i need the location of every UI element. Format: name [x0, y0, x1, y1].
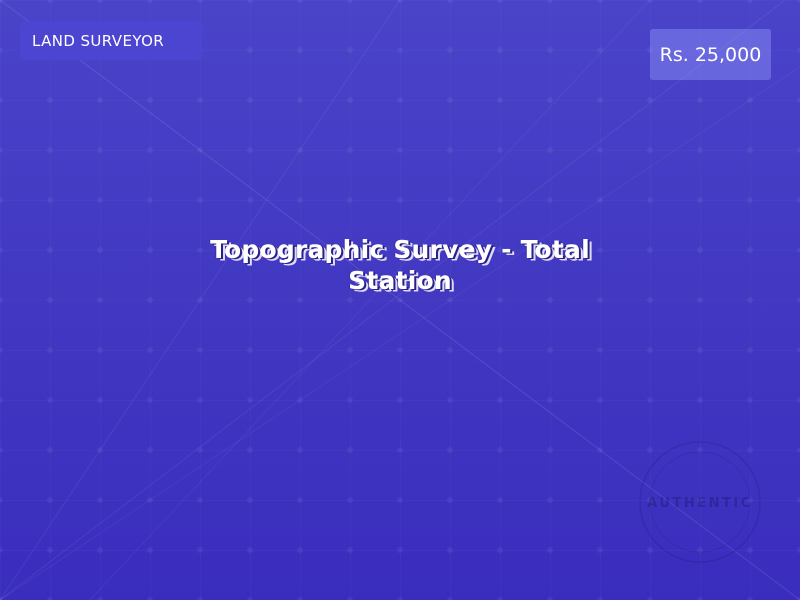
course-title: Topographic Survey - Total Station [0, 234, 800, 296]
price-badge: Rs. 25,000 [650, 29, 771, 80]
brand-badge-label: LAND SURVEYOR [32, 31, 165, 50]
brand-badge: LAND SURVEYOR [20, 21, 202, 60]
course-title-line-1: Topographic Survey - Total [210, 235, 590, 264]
course-title-line-2: Station [348, 266, 452, 295]
price-badge-label: Rs. 25,000 [659, 43, 762, 66]
